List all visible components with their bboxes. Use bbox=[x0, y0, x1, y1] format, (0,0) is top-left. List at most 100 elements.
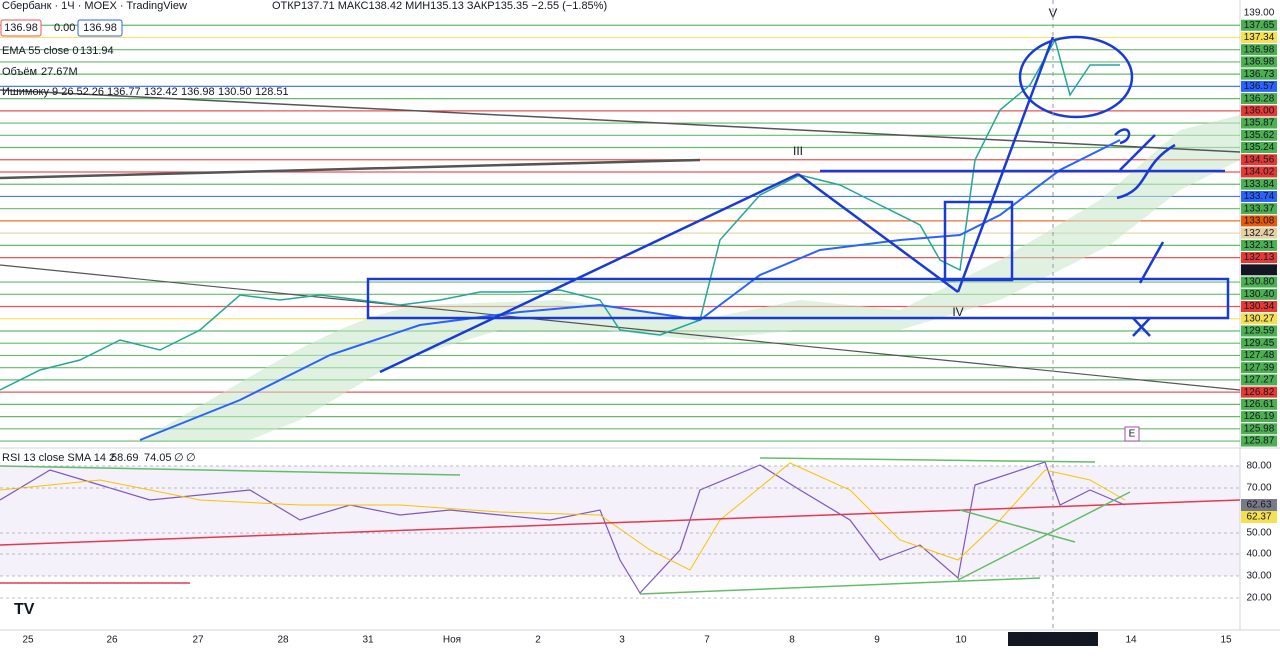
rsi-label: 50.00 bbox=[1246, 528, 1271, 539]
rsi-label: 80.00 bbox=[1246, 461, 1271, 472]
price-badge bbox=[1241, 129, 1277, 141]
earnings-marker[interactable] bbox=[1124, 426, 1140, 442]
price-label: 134.02 bbox=[1244, 167, 1275, 178]
price-badge bbox=[1241, 190, 1277, 202]
rsi-drawings bbox=[0, 457, 1241, 595]
price-badge bbox=[1241, 276, 1277, 288]
price-label: 127.92 bbox=[1244, 264, 1275, 275]
time-label: 7 bbox=[704, 635, 710, 646]
rsi-label: 62.37 bbox=[1246, 512, 1271, 523]
ema-legend: EMA 55 close 0 bbox=[2, 45, 78, 57]
price-badge bbox=[1241, 325, 1277, 337]
rsi-value: ∅ bbox=[186, 452, 196, 464]
price-badge bbox=[1241, 7, 1277, 19]
ichimoku-cloud bbox=[140, 115, 1240, 440]
earnings-label[interactable]: E bbox=[1129, 429, 1136, 440]
price-label: 133.37 bbox=[1244, 203, 1275, 214]
time-label: 14 bbox=[1125, 635, 1137, 646]
rsi-badge bbox=[1241, 570, 1277, 582]
price-badge bbox=[1241, 68, 1277, 80]
rsi-badge bbox=[1241, 511, 1277, 523]
price-label: 132.31 bbox=[1244, 240, 1275, 251]
price-label: 127.39 bbox=[1244, 362, 1275, 373]
volume-value: 27.67M bbox=[41, 66, 78, 78]
price-badge bbox=[1241, 252, 1277, 264]
ichimoku-value: 128.51 bbox=[255, 86, 289, 98]
price-label: 136.00 bbox=[1244, 105, 1275, 116]
rsi-badge bbox=[1241, 548, 1277, 560]
price-badge bbox=[1241, 301, 1277, 313]
price-badge bbox=[1241, 423, 1277, 435]
ichimoku-legend: Ишимоку 9 26 52 26 bbox=[2, 86, 104, 98]
ask[interactable]: 136.98 bbox=[83, 22, 117, 34]
price-badge bbox=[1241, 227, 1277, 239]
rsi-band bbox=[0, 466, 1240, 576]
time-label: 26 bbox=[106, 635, 118, 646]
price-badge bbox=[1241, 56, 1277, 68]
ichimoku-value: 136.98 bbox=[181, 86, 215, 98]
time-label: 8 bbox=[789, 635, 795, 646]
price-label: 133.08 bbox=[1244, 216, 1275, 227]
price-label: 127.27 bbox=[1244, 375, 1275, 386]
price-label: 126.19 bbox=[1244, 411, 1275, 422]
time-label: 31 bbox=[362, 635, 374, 646]
ema-value: 131.94 bbox=[80, 45, 114, 57]
price-label: 126.61 bbox=[1244, 399, 1275, 410]
ohlc: ОТКР137.71 МАКС138.42 МИН135.13 ЗАКР135.… bbox=[272, 0, 607, 12]
price-label: 133.74 bbox=[1244, 191, 1275, 202]
ask-box[interactable] bbox=[77, 19, 123, 37]
price-label: 129.59 bbox=[1244, 326, 1275, 337]
price-badge bbox=[1241, 349, 1277, 361]
price-badge bbox=[1241, 386, 1277, 398]
rsi-legend: RSI 13 close SMA 14 2 bbox=[2, 452, 115, 464]
ema-line bbox=[139, 139, 1121, 441]
price-label: 136.73 bbox=[1244, 69, 1275, 80]
price-badge bbox=[1241, 31, 1277, 43]
rsi-label: 62.63 bbox=[1246, 500, 1271, 511]
price-badge bbox=[1241, 203, 1277, 215]
price-label: 126.82 bbox=[1244, 387, 1275, 398]
rsi-label: 30.00 bbox=[1246, 571, 1271, 582]
price-badge bbox=[1241, 80, 1277, 92]
price-label: 125.98 bbox=[1244, 423, 1275, 434]
price-label: 136.98 bbox=[1244, 44, 1275, 55]
price-label: 130.80 bbox=[1244, 277, 1275, 288]
spread: 0.00 bbox=[54, 22, 75, 34]
price-badge bbox=[1241, 142, 1277, 154]
time-label: 15 bbox=[1220, 635, 1232, 646]
price-badge bbox=[1241, 264, 1277, 276]
rsi-badge bbox=[1241, 592, 1277, 604]
price-badge bbox=[1241, 411, 1277, 423]
rsi-sma bbox=[0, 462, 1126, 571]
rsi-label: 20.00 bbox=[1246, 593, 1271, 604]
price-badge bbox=[1241, 313, 1277, 325]
time-label: 9 bbox=[874, 635, 880, 646]
time-label: 28 bbox=[277, 635, 289, 646]
ichimoku-value: 136.77 bbox=[107, 86, 141, 98]
rsi-badge bbox=[1241, 482, 1277, 494]
price-badge bbox=[1241, 362, 1277, 374]
price-label: 139.00 bbox=[1244, 8, 1275, 19]
symbol: Сбербанк · 1Ч · MOEX · TradingView bbox=[2, 0, 187, 12]
drawings bbox=[366, 35, 1230, 374]
ichimoku-value: 132.42 bbox=[144, 86, 178, 98]
time-label: 10 bbox=[955, 635, 967, 646]
price-badge bbox=[1241, 398, 1277, 410]
price-badge bbox=[1241, 93, 1277, 105]
rsi-label: 70.00 bbox=[1246, 483, 1271, 494]
bid-box[interactable] bbox=[0, 19, 42, 37]
price-label: 132.42 bbox=[1244, 228, 1275, 239]
price-label: 130.27 bbox=[1244, 313, 1275, 324]
price-label: 130.34 bbox=[1244, 301, 1275, 312]
bid[interactable]: 136.98 bbox=[4, 22, 38, 34]
rsi-badge bbox=[1241, 499, 1277, 511]
rsi-badge bbox=[1241, 527, 1277, 539]
price-label: 135.87 bbox=[1244, 118, 1275, 129]
time-label: Ноя bbox=[443, 635, 461, 646]
crosshair-badge bbox=[1008, 632, 1098, 646]
price-badge bbox=[1241, 44, 1277, 56]
price-label: 125.87 bbox=[1244, 436, 1275, 447]
price-badge bbox=[1241, 166, 1277, 178]
trend-line bbox=[0, 89, 1241, 153]
